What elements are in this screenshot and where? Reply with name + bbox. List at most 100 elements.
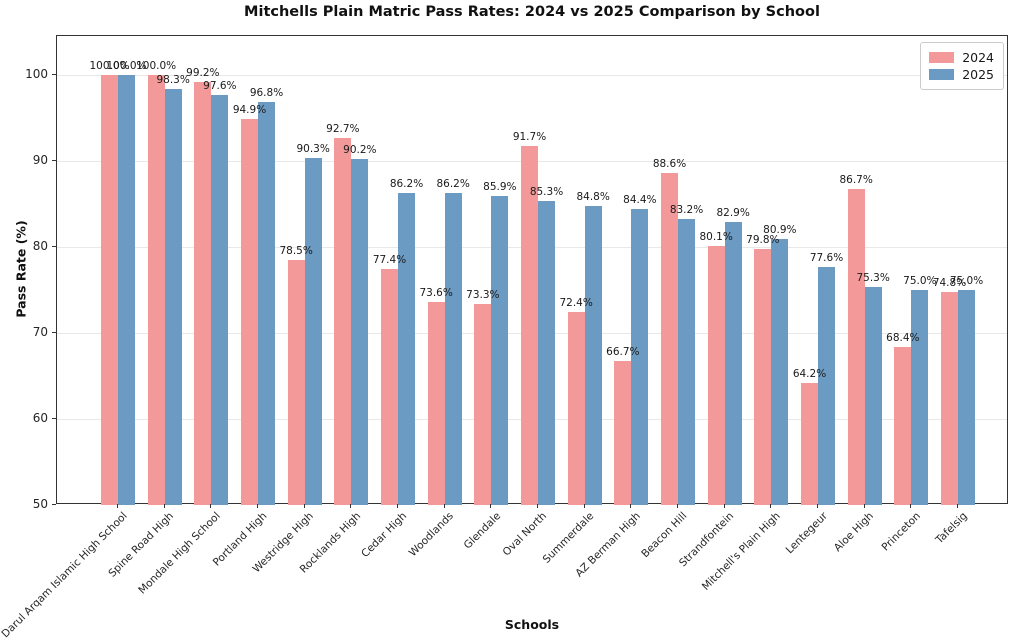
value-label: 82.9% [716, 206, 750, 219]
y-tick-label: 90 [32, 152, 48, 167]
x-tick-mark [583, 504, 585, 508]
x-axis-label: Schools [504, 617, 560, 632]
y-tick-label: 80 [32, 238, 48, 253]
bar-2024 [801, 382, 818, 505]
bar-2024 [334, 137, 352, 505]
value-label: 86.7% [839, 174, 873, 187]
value-label: 97.6% [203, 80, 237, 93]
y-tick-label: 70 [32, 324, 48, 339]
bar-2024 [101, 74, 118, 505]
value-label: 84.4% [623, 193, 657, 206]
x-tick-label: Oval North [501, 510, 550, 559]
x-tick-label: Aloe High [831, 510, 877, 555]
x-tick-mark [257, 504, 258, 508]
x-tick-mark [957, 504, 958, 508]
y-tick-mark [52, 331, 56, 333]
legend-label: 2024 [962, 50, 994, 65]
bar-2025 [491, 196, 509, 505]
legend-swatch-2025 [929, 69, 955, 80]
x-tick-mark [303, 504, 305, 508]
y-tick-label: 50 [32, 497, 48, 511]
chart-title: Mitchells Plain Matric Pass Rates: 2024 … [244, 4, 820, 20]
x-tick-mark [863, 504, 865, 508]
x-tick-mark [537, 504, 538, 508]
bar-2025 [164, 89, 182, 505]
bar-2024 [287, 259, 305, 505]
value-label: 72.4% [559, 297, 593, 310]
value-label: 90.2% [343, 144, 377, 157]
bar-2025 [118, 74, 135, 505]
value-label: 68.4% [886, 331, 920, 344]
y-tick-mark [52, 504, 56, 505]
x-tick-label: Woodlands [407, 510, 457, 560]
value-label: 90.3% [296, 143, 330, 156]
bar-2024 [427, 301, 445, 505]
x-tick-label: Mondale High School [136, 510, 223, 597]
value-label: 77.4% [372, 254, 407, 267]
legend: 2024 2025 [920, 42, 1004, 90]
x-tick-mark [117, 504, 118, 508]
bar-2024 [614, 361, 632, 505]
bar-2025 [398, 193, 415, 505]
x-tick-label: Lentegeur [783, 510, 830, 557]
bar-2024 [381, 269, 398, 505]
legend-item: 2025 [929, 66, 994, 83]
value-label: 86.2% [389, 178, 424, 191]
value-label: 84.8% [576, 190, 610, 203]
x-tick-mark [397, 504, 398, 508]
y-tick-mark [52, 73, 56, 75]
value-label: 99.2% [186, 66, 220, 79]
legend-item: 2024 [929, 49, 994, 66]
value-label: 74.8% [932, 276, 967, 289]
plot-area: 100.0% 100.0% 99.2% 94.9% 78.5% 92.7% 77.4% 73.… [56, 35, 1008, 505]
value-label: 66.7% [606, 346, 640, 359]
x-tick-label: Tafelsig [933, 510, 970, 547]
bar-2024 [894, 346, 912, 505]
value-label: 78.5% [279, 244, 313, 257]
x-tick-mark [443, 504, 445, 508]
value-label: 88.6% [652, 157, 687, 170]
value-label: 75.3% [856, 272, 890, 285]
bar-2025 [584, 205, 602, 505]
bar-2025 [631, 208, 649, 505]
x-tick-mark [910, 504, 912, 508]
value-label: 75.0% [949, 274, 984, 287]
bar-2025 [911, 289, 929, 505]
y-tick-label: 100 [25, 66, 48, 81]
value-label: 100.0% [89, 59, 130, 72]
bar-2024 [567, 312, 585, 505]
value-label: 85.9% [483, 181, 517, 194]
value-label: 85.3% [529, 186, 564, 199]
bar-2025 [351, 159, 369, 505]
y-tick-mark [52, 245, 56, 247]
bar-2024 [474, 304, 492, 505]
legend-swatch-2024 [929, 52, 955, 63]
bar-2025 [864, 287, 882, 505]
bar-2025 [258, 102, 275, 505]
bar-2024 [147, 74, 165, 505]
x-tick-mark [490, 504, 492, 508]
gridline [57, 74, 1007, 76]
value-label: 100.0% [136, 59, 177, 72]
bar-2025 [678, 219, 695, 505]
y-tick-mark [52, 417, 56, 419]
bar-2024 [661, 172, 678, 505]
bar-2024 [521, 146, 538, 505]
bar-2025 [958, 289, 975, 505]
value-label: 98.3% [156, 74, 190, 87]
x-tick-label: Cedar High [359, 510, 410, 560]
value-label: 94.9% [232, 103, 267, 116]
x-tick-mark [677, 504, 678, 508]
value-label: 79.8% [746, 233, 780, 246]
bar-2025 [818, 267, 835, 505]
value-label: 100.0% [106, 59, 147, 72]
value-label: 92.7% [326, 122, 360, 135]
value-label: 64.2% [792, 367, 827, 380]
x-tick-mark [817, 504, 818, 508]
value-label: 86.2% [436, 178, 470, 191]
value-label: 80.9% [763, 224, 797, 237]
value-label: 73.3% [466, 289, 500, 302]
x-tick-mark [210, 504, 212, 508]
bar-2024 [194, 81, 212, 505]
